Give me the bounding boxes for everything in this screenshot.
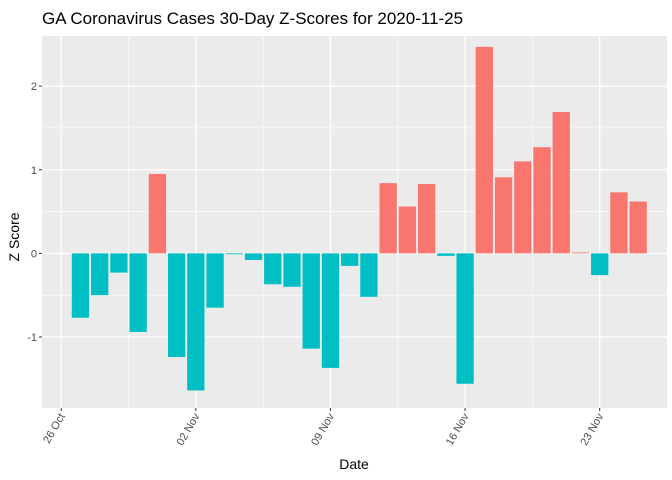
bar-2020-10-31 <box>148 173 167 254</box>
bar-2020-11-07 <box>283 253 301 287</box>
bar-2020-11-21 <box>552 112 570 254</box>
x-axis: 26 Oct 02 Nov 09 Nov 16 Nov 23 Nov <box>41 408 607 448</box>
bar-2020-11-06 <box>264 253 282 285</box>
y-axis-title: Z Score <box>6 212 22 261</box>
bar-2020-11-10 <box>341 253 359 266</box>
bar-2020-11-20 <box>533 147 551 254</box>
x-tick-label: 02 Nov <box>175 411 203 448</box>
bar-2020-11-14 <box>417 183 436 254</box>
bar-2020-11-13 <box>398 206 417 254</box>
x-axis-title: Date <box>339 456 369 472</box>
y-tick-label: 2 <box>31 81 37 93</box>
bar-2020-11-05 <box>244 253 263 261</box>
bar-2020-10-28 <box>91 253 109 296</box>
bar-2020-11-04 <box>225 253 243 255</box>
y-tick-label: 0 <box>31 248 37 260</box>
bar-2020-10-27 <box>71 253 90 318</box>
bar-2020-11-17 <box>475 46 493 254</box>
x-tick-label: 16 Nov <box>444 411 472 448</box>
bar-2020-11-01 <box>167 253 186 358</box>
y-tick-label: 1 <box>31 165 37 177</box>
plot-panel <box>42 36 667 408</box>
bar-2020-10-29 <box>110 253 128 273</box>
bar-2020-11-03 <box>206 253 224 308</box>
bar-2020-11-15 <box>437 253 455 256</box>
bar-2020-11-19 <box>514 161 532 254</box>
bar-2020-11-22 <box>571 252 590 254</box>
bars <box>71 46 647 391</box>
bar-2020-11-11 <box>360 253 378 297</box>
chart-title: GA Coronavirus Cases 30-Day Z-Scores for… <box>42 9 463 28</box>
bar-2020-11-18 <box>494 177 513 254</box>
bar-2020-11-24 <box>610 192 628 254</box>
bar-2020-11-16 <box>456 253 474 384</box>
bar-2020-10-30 <box>129 253 147 332</box>
x-tick-label: 09 Nov <box>309 411 337 448</box>
y-tick-label: -1 <box>27 332 37 344</box>
y-axis: -1 0 1 2 <box>27 81 42 344</box>
bar-2020-11-02 <box>187 253 205 391</box>
bar-2020-11-12 <box>379 183 397 254</box>
x-tick-label: 23 Nov <box>578 411 606 448</box>
bar-2020-11-09 <box>321 253 340 368</box>
x-tick-label: 26 Oct <box>41 412 68 446</box>
bar-2020-11-08 <box>302 253 320 349</box>
bar-2020-11-23 <box>591 253 609 276</box>
bar-2020-11-25 <box>629 201 647 254</box>
